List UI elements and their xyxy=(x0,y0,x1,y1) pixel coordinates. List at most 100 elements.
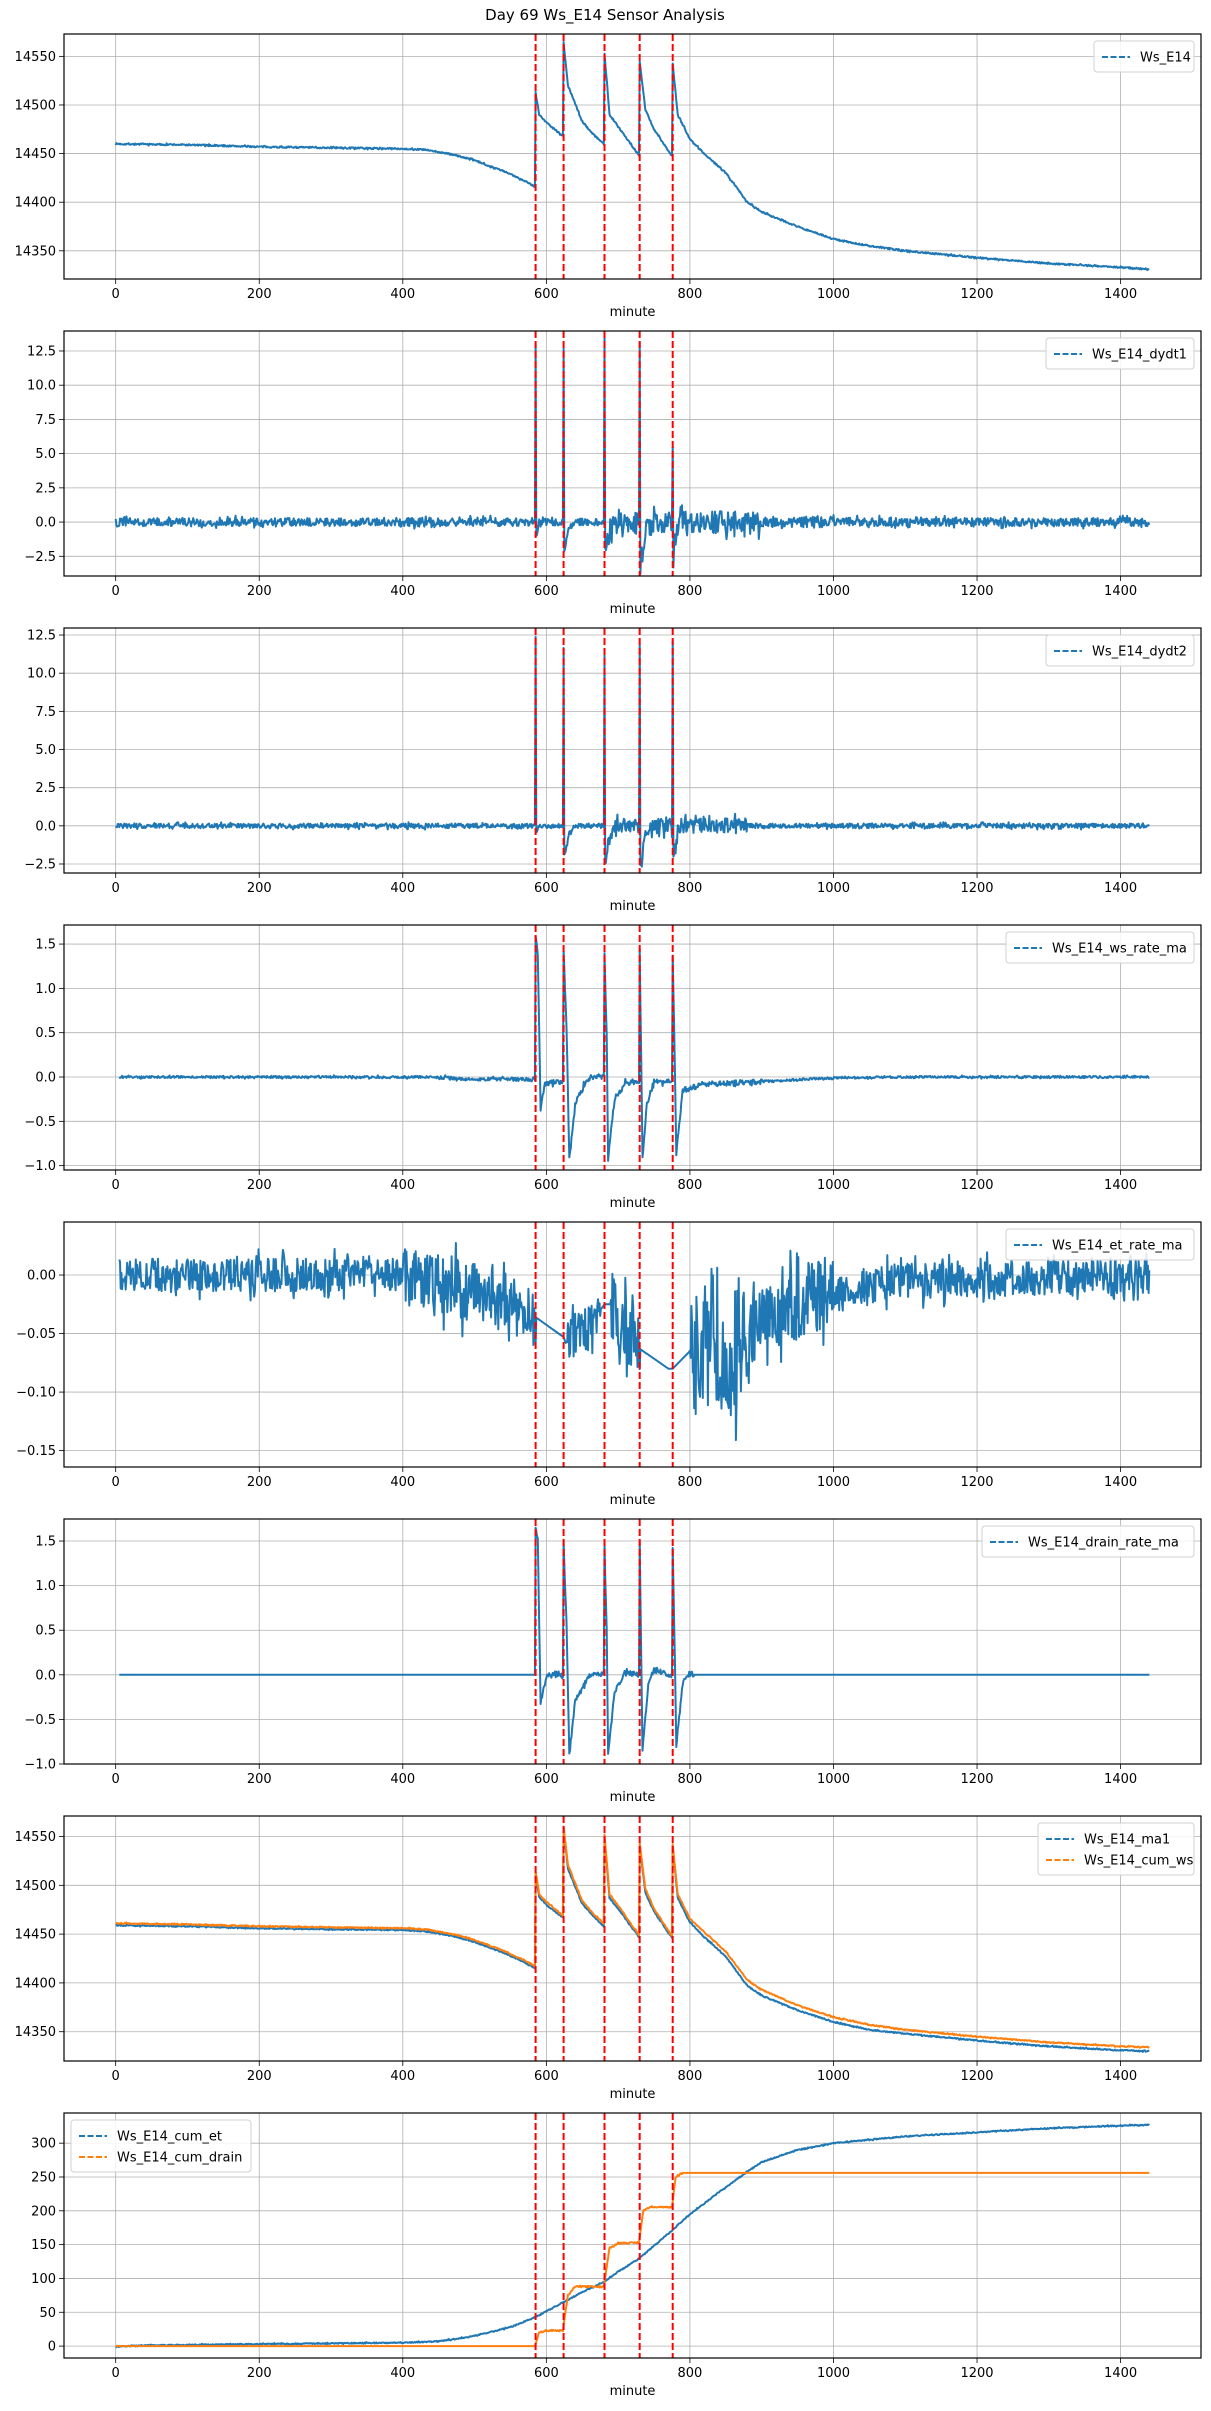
x-tick-label: 1000 xyxy=(817,287,850,302)
x-axis-label: minute xyxy=(610,2384,656,2399)
x-tick-label: 1200 xyxy=(960,287,993,302)
y-tick-label: 10.0 xyxy=(27,379,56,394)
x-tick-label: 200 xyxy=(247,287,272,302)
x-tick-label: 1200 xyxy=(960,1178,993,1193)
x-tick-label: 200 xyxy=(247,1178,272,1193)
legend-label: Ws_E14_drain_rate_ma xyxy=(1028,1536,1179,1551)
subplot-3: 0 200 400 600 800 1000 1200 1400 −2.5 0.0 2.5 5.0 7.… xyxy=(24,627,1202,914)
legend-label: Ws_E14_dydt1 xyxy=(1092,348,1187,363)
y-tick-label: 1.5 xyxy=(35,1535,56,1550)
x-tick-label: 800 xyxy=(678,2069,703,2084)
y-tick-label: 14550 xyxy=(15,1830,56,1845)
x-tick-label: 0 xyxy=(112,2366,120,2381)
y-tick-label: 1.0 xyxy=(35,1579,56,1594)
y-tick-label: 2.5 xyxy=(35,781,56,796)
y-tick-label: 0.00 xyxy=(27,1269,56,1284)
y-tick-label: 2.5 xyxy=(35,481,56,496)
x-tick-label: 1000 xyxy=(817,2366,850,2381)
x-tick-label: 200 xyxy=(247,2069,272,2084)
x-tick-label: 600 xyxy=(534,287,559,302)
x-tick-label: 600 xyxy=(534,2069,559,2084)
x-axis-label: minute xyxy=(610,1790,656,1805)
series-line-ws-e14-dydt1 xyxy=(114,335,1151,575)
y-tick-label: 14450 xyxy=(15,147,56,162)
x-tick-label: 400 xyxy=(390,584,415,599)
x-tick-label: 200 xyxy=(247,584,272,599)
x-tick-label: 0 xyxy=(112,881,120,896)
x-tick-label: 1200 xyxy=(960,1475,993,1490)
legend-box xyxy=(1045,337,1195,370)
x-tick-label: 1400 xyxy=(1104,1475,1137,1490)
x-tick-label: 1400 xyxy=(1104,1772,1137,1787)
series-line-ws-e14-ws-rate-ma xyxy=(118,935,1150,1162)
x-tick-label: 600 xyxy=(534,881,559,896)
y-tick-label: 5.0 xyxy=(35,447,56,462)
x-axis-label: minute xyxy=(610,305,656,320)
x-tick-label: 800 xyxy=(678,287,703,302)
x-axis-label: minute xyxy=(610,2087,656,2102)
y-tick-label: 100 xyxy=(31,2272,56,2287)
series-line-ws-e14-cum-drain xyxy=(115,2171,1150,2348)
legend: Ws_E14_ws_rate_ma xyxy=(1005,931,1195,964)
subplot-4: 0 200 400 600 800 1000 1200 1400 −1.0 −0.5 0.0 0.5 1… xyxy=(24,924,1202,1211)
y-tick-label: 0.0 xyxy=(35,516,56,531)
series-line-ws-e14-drain-rate-ma xyxy=(119,1526,1150,1755)
x-tick-label: 800 xyxy=(678,1475,703,1490)
x-axis-label: minute xyxy=(610,1196,656,1211)
x-tick-label: 400 xyxy=(390,1178,415,1193)
x-tick-label: 200 xyxy=(247,2366,272,2381)
x-tick-label: 600 xyxy=(534,1772,559,1787)
x-tick-label: 1400 xyxy=(1104,584,1137,599)
y-tick-label: −0.5 xyxy=(24,1115,56,1130)
y-tick-label: 14550 xyxy=(15,50,56,65)
y-tick-label: 14350 xyxy=(15,2025,56,2040)
y-tick-label: 300 xyxy=(31,2137,56,2152)
plot-area xyxy=(114,34,1150,279)
y-tick-label: −1.0 xyxy=(24,1758,56,1773)
y-tick-label: 14450 xyxy=(15,1928,56,1943)
x-tick-label: 600 xyxy=(534,584,559,599)
x-tick-label: 1200 xyxy=(960,2069,993,2084)
x-tick-label: 1400 xyxy=(1104,287,1137,302)
legend: Ws_E14_cum_et Ws_E14_cum_drain xyxy=(70,2119,252,2173)
y-tick-label: 250 xyxy=(31,2170,56,2185)
x-tick-label: 800 xyxy=(678,2366,703,2381)
x-tick-label: 400 xyxy=(390,2366,415,2381)
x-tick-label: 1000 xyxy=(817,881,850,896)
x-tick-label: 1400 xyxy=(1104,881,1137,896)
y-tick-label: 12.5 xyxy=(27,629,56,644)
x-tick-label: 400 xyxy=(390,287,415,302)
x-tick-label: 1000 xyxy=(817,1772,850,1787)
y-tick-label: 14500 xyxy=(15,1879,56,1894)
x-tick-label: 0 xyxy=(112,1772,120,1787)
legend-label: Ws_E14_et_rate_ma xyxy=(1052,1239,1183,1254)
axes-frame xyxy=(63,627,1202,874)
x-tick-label: 800 xyxy=(678,1772,703,1787)
x-tick-label: 1200 xyxy=(960,1772,993,1787)
plot-area xyxy=(114,628,1151,873)
x-tick-label: 200 xyxy=(247,1475,272,1490)
legend-box xyxy=(981,1525,1195,1558)
legend-box xyxy=(70,2119,252,2173)
y-tick-label: 0.0 xyxy=(35,819,56,834)
x-tick-label: 1200 xyxy=(960,2366,993,2381)
x-tick-label: 800 xyxy=(678,1178,703,1193)
x-tick-label: 400 xyxy=(390,881,415,896)
x-tick-label: 600 xyxy=(534,2366,559,2381)
legend: Ws_E14_dydt2 xyxy=(1045,634,1195,667)
plot-area xyxy=(119,1519,1150,1764)
y-tick-label: −0.5 xyxy=(24,1713,56,1728)
legend-box xyxy=(1005,931,1195,964)
subplot-7: 0 200 400 600 800 1000 1200 1400 14350 14400 14450… xyxy=(15,1815,1202,2102)
axes-frame xyxy=(63,33,1202,280)
plot-area xyxy=(118,1222,1151,1467)
plot-area xyxy=(115,1816,1150,2061)
y-tick-label: −2.5 xyxy=(24,550,56,565)
y-tick-label: 0.0 xyxy=(35,1071,56,1086)
y-tick-label: 7.5 xyxy=(35,413,56,428)
y-tick-label: 14400 xyxy=(15,1976,56,1991)
legend-box xyxy=(1093,40,1195,73)
legend: Ws_E14_drain_rate_ma xyxy=(981,1525,1195,1558)
series-line-ws-e14-dydt2 xyxy=(114,635,1151,868)
y-tick-label: 0 xyxy=(48,2340,56,2355)
